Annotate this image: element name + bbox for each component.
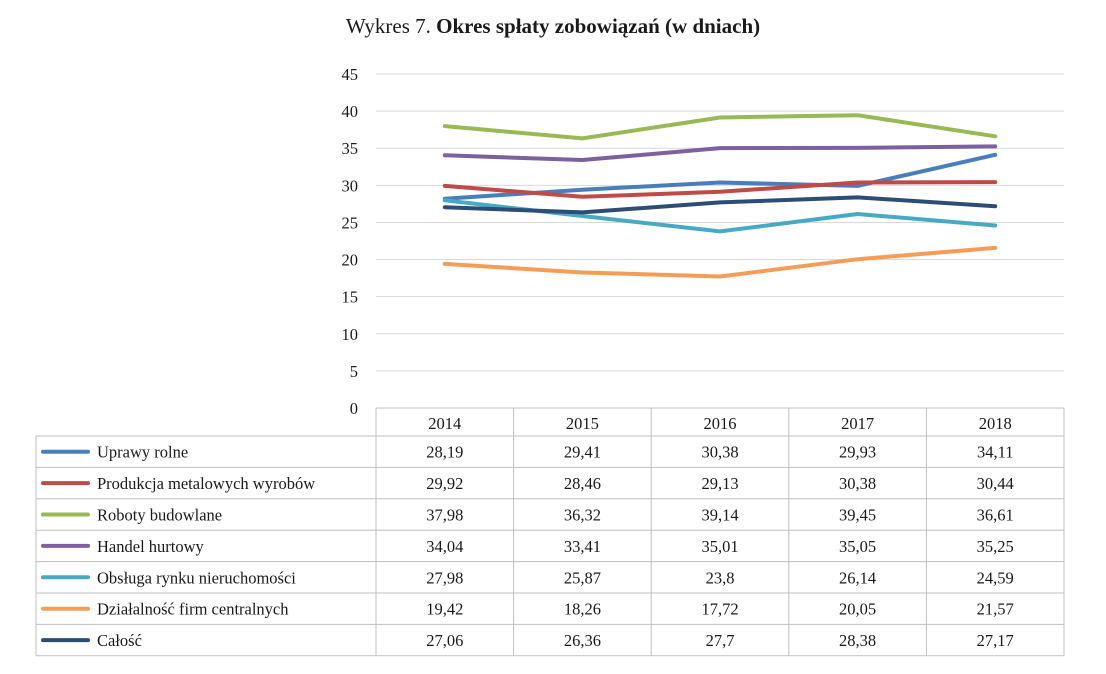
data-label: 35,05 — [839, 537, 876, 556]
x-tick-label: 2015 — [566, 414, 599, 433]
data-label: 27,17 — [977, 631, 1014, 650]
data-label: 29,41 — [564, 443, 601, 462]
x-tick-label: 2018 — [979, 414, 1012, 433]
data-label: 29,92 — [426, 474, 463, 493]
data-label: 25,87 — [564, 568, 601, 587]
data-label: 28,19 — [426, 443, 463, 462]
y-tick-label: 35 — [342, 139, 359, 158]
series-line-4 — [442, 144, 998, 162]
y-tick-label: 5 — [350, 362, 358, 381]
chart-title: Wykres 7. Okres spłaty zobowiązań (w dni… — [0, 14, 1106, 39]
data-label: 34,04 — [426, 537, 463, 556]
series-lines — [442, 113, 998, 279]
y-tick-label: 25 — [342, 213, 359, 232]
data-label: 20,05 — [839, 600, 876, 619]
data-label: 26,36 — [564, 631, 601, 650]
legend-label: Uprawy rolne — [97, 443, 188, 462]
x-tick-label: 2016 — [704, 414, 737, 433]
data-label: 27,98 — [426, 568, 463, 587]
data-label: 28,46 — [564, 474, 601, 493]
data-label: 33,41 — [564, 537, 601, 556]
data-label: 23,8 — [706, 568, 735, 587]
data-label: 29,13 — [701, 474, 738, 493]
data-label: 30,38 — [701, 443, 738, 462]
data-label: 24,59 — [977, 568, 1014, 587]
legend-label: Całość — [97, 631, 142, 650]
y-tick-label: 45 — [342, 65, 359, 84]
y-tick-label: 15 — [342, 288, 359, 307]
y-axis: 0 5 10 15 20 25 30 35 40 45 — [342, 65, 359, 418]
legend-label: Obsługa rynku nieruchomości — [97, 568, 296, 587]
chart-title-prefix: Wykres 7. — [345, 14, 431, 38]
data-label: 39,45 — [839, 506, 876, 525]
data-label: 18,26 — [564, 600, 601, 619]
data-label: 36,32 — [564, 506, 601, 525]
legend-label: Produkcja metalowych wyrobów — [97, 474, 315, 493]
y-tick-label: 0 — [350, 399, 358, 418]
y-tick-label: 10 — [342, 325, 359, 344]
series-line-7 — [442, 195, 998, 215]
data-label: 21,57 — [977, 600, 1014, 619]
series-line-2 — [442, 180, 998, 199]
data-label: 35,25 — [977, 537, 1014, 556]
y-tick-label: 30 — [342, 176, 359, 195]
data-label: 27,7 — [706, 631, 735, 650]
x-tick-label: 2017 — [841, 414, 874, 433]
data-label: 36,61 — [977, 506, 1014, 525]
data-label: 28,38 — [839, 631, 876, 650]
data-label: 29,93 — [839, 443, 876, 462]
data-table: 2014 2015 2016 2017 2018 Uprawy rolne 28,19 29,… — [35, 407, 1065, 657]
data-label: 39,14 — [701, 506, 738, 525]
data-label: 30,44 — [977, 474, 1014, 493]
legend-label: Działalność firm centralnych — [97, 600, 289, 619]
legend-label: Handel hurtowy — [97, 537, 205, 556]
data-label: 27,06 — [426, 631, 463, 650]
legend-label: Roboty budowlane — [97, 506, 222, 525]
data-label: 37,98 — [426, 506, 463, 525]
series-line-6 — [442, 245, 998, 279]
y-tick-label: 40 — [342, 102, 359, 121]
y-tick-label: 20 — [342, 251, 359, 270]
x-tick-label: 2014 — [428, 414, 461, 433]
data-label: 34,11 — [977, 443, 1014, 462]
chart-title-main: Okres spłaty zobowiązań (w dniach) — [436, 14, 761, 38]
series-line-3 — [442, 113, 998, 141]
data-label: 17,72 — [701, 600, 738, 619]
data-label: 35,01 — [701, 537, 738, 556]
series-line-5 — [442, 198, 998, 234]
gridlines — [376, 73, 1064, 409]
data-label: 19,42 — [426, 600, 463, 619]
data-label: 26,14 — [839, 568, 876, 587]
data-label: 30,38 — [839, 474, 876, 493]
